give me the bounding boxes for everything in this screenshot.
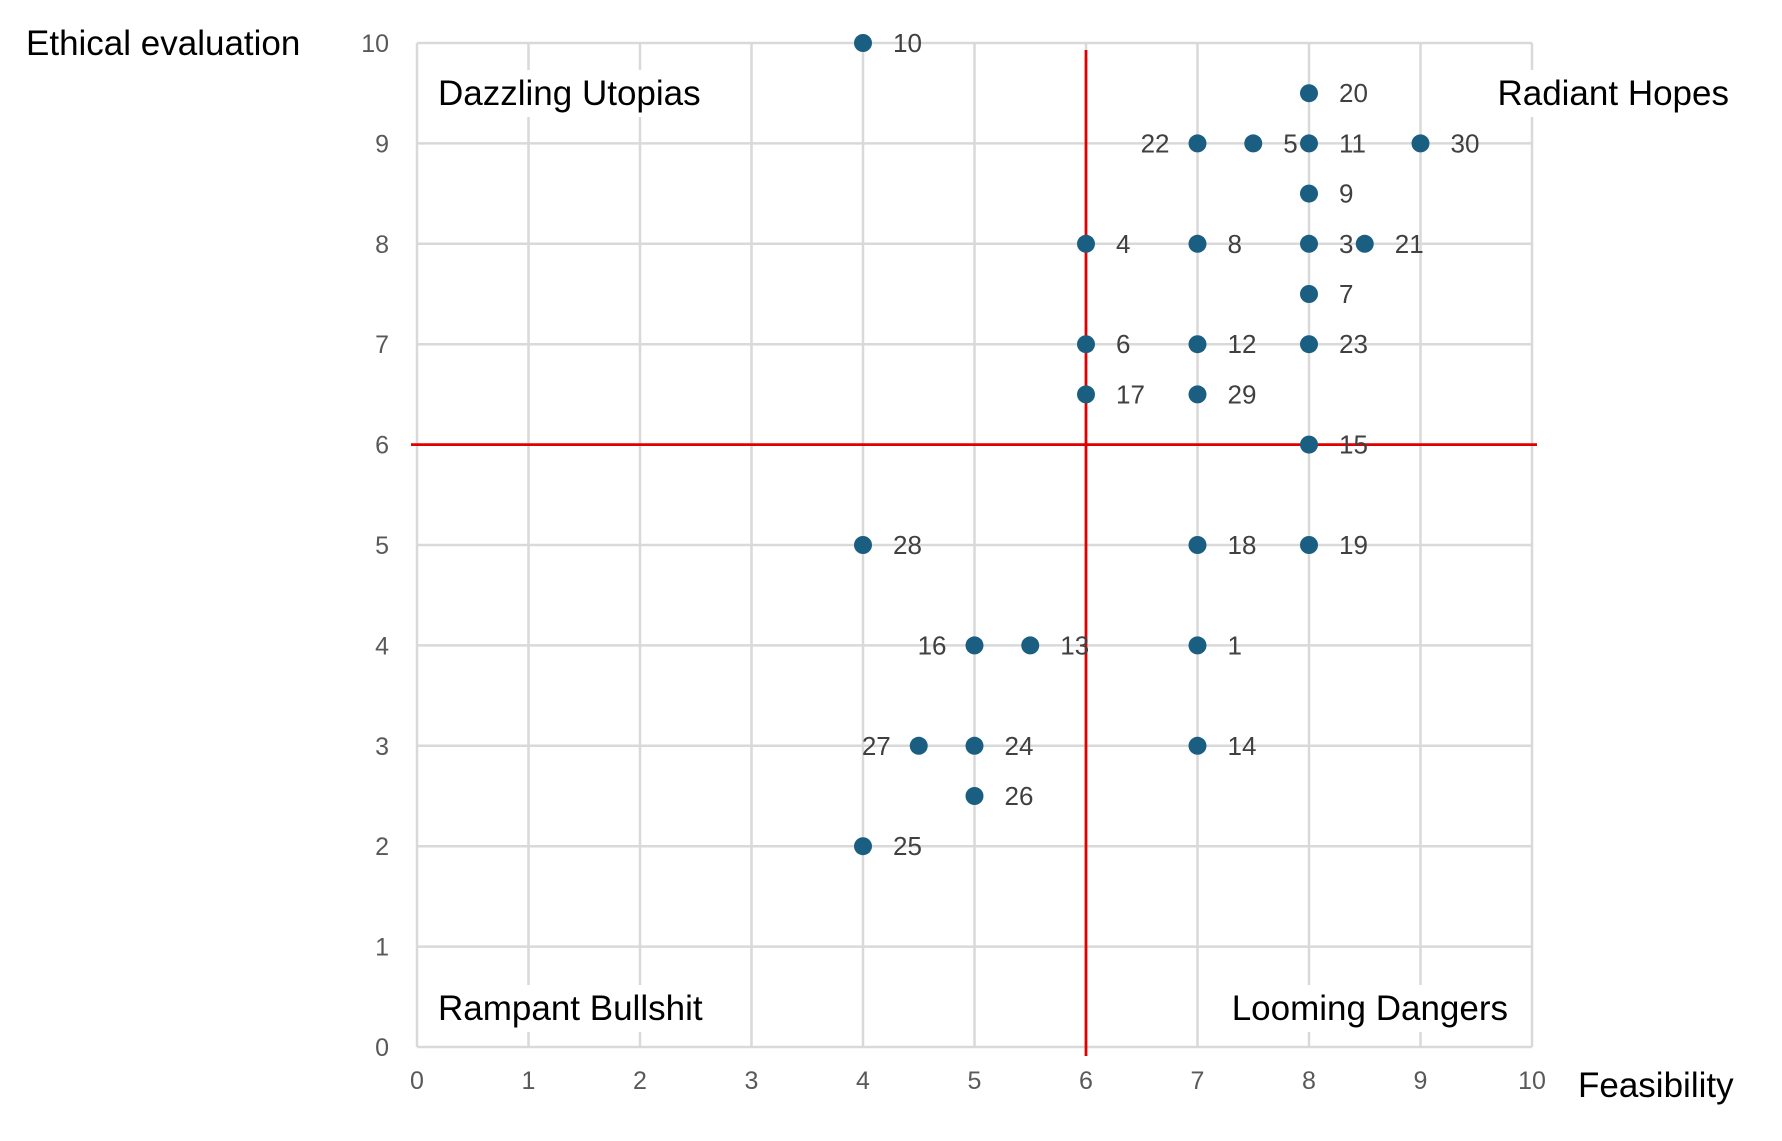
data-point-label: 6 — [1116, 329, 1130, 359]
data-point — [1411, 134, 1430, 153]
data-point — [854, 536, 872, 554]
data-point-label: 15 — [1339, 430, 1368, 460]
data-point — [1300, 335, 1318, 354]
data-point — [1300, 234, 1318, 253]
x-tick-label: 8 — [1302, 1067, 1316, 1095]
quadrant-label-background — [430, 70, 709, 117]
x-tick-label: 3 — [745, 1067, 759, 1095]
data-point-label: 27 — [862, 731, 891, 761]
data-point — [965, 636, 984, 655]
data-point-label: 11 — [1339, 128, 1366, 158]
data-point — [965, 787, 984, 805]
quadrant-label-background — [1223, 985, 1516, 1032]
data-point — [1188, 385, 1207, 404]
x-tick-label: 4 — [856, 1067, 870, 1095]
axis-titles: Ethical evaluation Feasibility — [26, 24, 1734, 1105]
y-tick-label: 4 — [375, 632, 389, 660]
data-point-label: 29 — [1228, 379, 1257, 409]
data-point-label: 5 — [1283, 128, 1297, 158]
data-point-label: 22 — [1141, 128, 1170, 158]
data-point — [965, 736, 984, 755]
data-point — [1188, 536, 1207, 554]
threshold-lines — [411, 50, 1537, 1056]
quadrant-label-bottom-right: Looming Dangers — [1232, 989, 1508, 1028]
data-point — [1300, 84, 1318, 103]
data-point-label: 26 — [1005, 781, 1034, 811]
data-point-label: 23 — [1339, 329, 1368, 359]
data-point-label: 28 — [893, 530, 922, 560]
data-point-label: 18 — [1228, 530, 1257, 560]
data-point-label: 17 — [1116, 379, 1145, 409]
data-point — [1300, 134, 1318, 153]
quadrant-label-top-left: Dazzling Utopias — [438, 74, 701, 113]
data-point — [1188, 736, 1207, 755]
data-point-label: 7 — [1339, 279, 1353, 309]
quadrant-label-background — [430, 985, 711, 1032]
data-point — [1300, 184, 1318, 203]
quadrant-label-background — [1489, 70, 1737, 117]
data-point-label: 16 — [918, 630, 947, 660]
data-point — [1188, 335, 1207, 354]
y-tick-label: 0 — [375, 1034, 389, 1062]
y-tick-label: 5 — [375, 532, 389, 560]
quadrant-label-top-right: Radiant Hopes — [1497, 74, 1729, 113]
data-point — [1244, 134, 1263, 153]
data-point — [1300, 435, 1318, 454]
y-tick-label: 1 — [375, 934, 389, 962]
data-point — [1188, 636, 1207, 655]
data-point-label: 12 — [1228, 329, 1257, 359]
x-tick-label: 0 — [410, 1067, 424, 1095]
data-point-label: 3 — [1339, 229, 1353, 259]
data-point — [854, 34, 872, 52]
data-point-label: 10 — [893, 28, 922, 58]
data-point — [854, 837, 872, 856]
data-point — [1077, 335, 1095, 354]
data-point-label: 25 — [893, 831, 922, 861]
x-tick-label: 5 — [968, 1067, 982, 1095]
x-tick-label: 9 — [1414, 1067, 1428, 1095]
y-tick-label: 7 — [375, 331, 389, 359]
data-point-label: 8 — [1228, 229, 1242, 259]
data-point-label: 20 — [1339, 78, 1368, 108]
x-tick-label: 2 — [633, 1067, 647, 1095]
data-point-label: 14 — [1228, 731, 1257, 761]
data-point — [1077, 385, 1095, 404]
y-tick-label: 8 — [375, 231, 389, 259]
data-point — [1188, 234, 1207, 253]
x-tick-label: 6 — [1079, 1067, 1093, 1095]
y-axis-title: Ethical evaluation — [26, 24, 300, 63]
data-point-label: 9 — [1339, 179, 1353, 209]
data-point-label: 19 — [1339, 530, 1368, 560]
data-point-label: 30 — [1451, 128, 1480, 158]
y-tick-label: 9 — [375, 130, 389, 158]
y-tick-label: 2 — [375, 833, 389, 861]
data-point-label: 13 — [1060, 630, 1089, 660]
data-point-label: 4 — [1116, 229, 1130, 259]
y-tick-label: 3 — [375, 733, 389, 761]
data-point-label: 21 — [1395, 229, 1424, 259]
y-tick-label: 6 — [375, 432, 389, 460]
data-point — [1300, 536, 1318, 554]
data-point-label: 1 — [1228, 630, 1242, 660]
data-point — [909, 736, 928, 755]
data-point — [1300, 285, 1318, 303]
data-point — [1021, 636, 1040, 655]
quadrant-labels: Dazzling Utopias Radiant Hopes Rampant B… — [430, 70, 1737, 1032]
data-point — [1355, 234, 1374, 253]
quadrant-label-bottom-left: Rampant Bullshit — [438, 989, 703, 1028]
x-tick-label: 10 — [1518, 1067, 1546, 1095]
data-point — [1077, 234, 1095, 253]
x-tick-label: 7 — [1191, 1067, 1205, 1095]
data-point-label: 24 — [1005, 731, 1034, 761]
y-tick-label: 10 — [361, 30, 389, 58]
data-point — [1188, 134, 1207, 153]
x-axis-title: Feasibility — [1578, 1066, 1734, 1105]
x-tick-label: 1 — [522, 1067, 536, 1095]
